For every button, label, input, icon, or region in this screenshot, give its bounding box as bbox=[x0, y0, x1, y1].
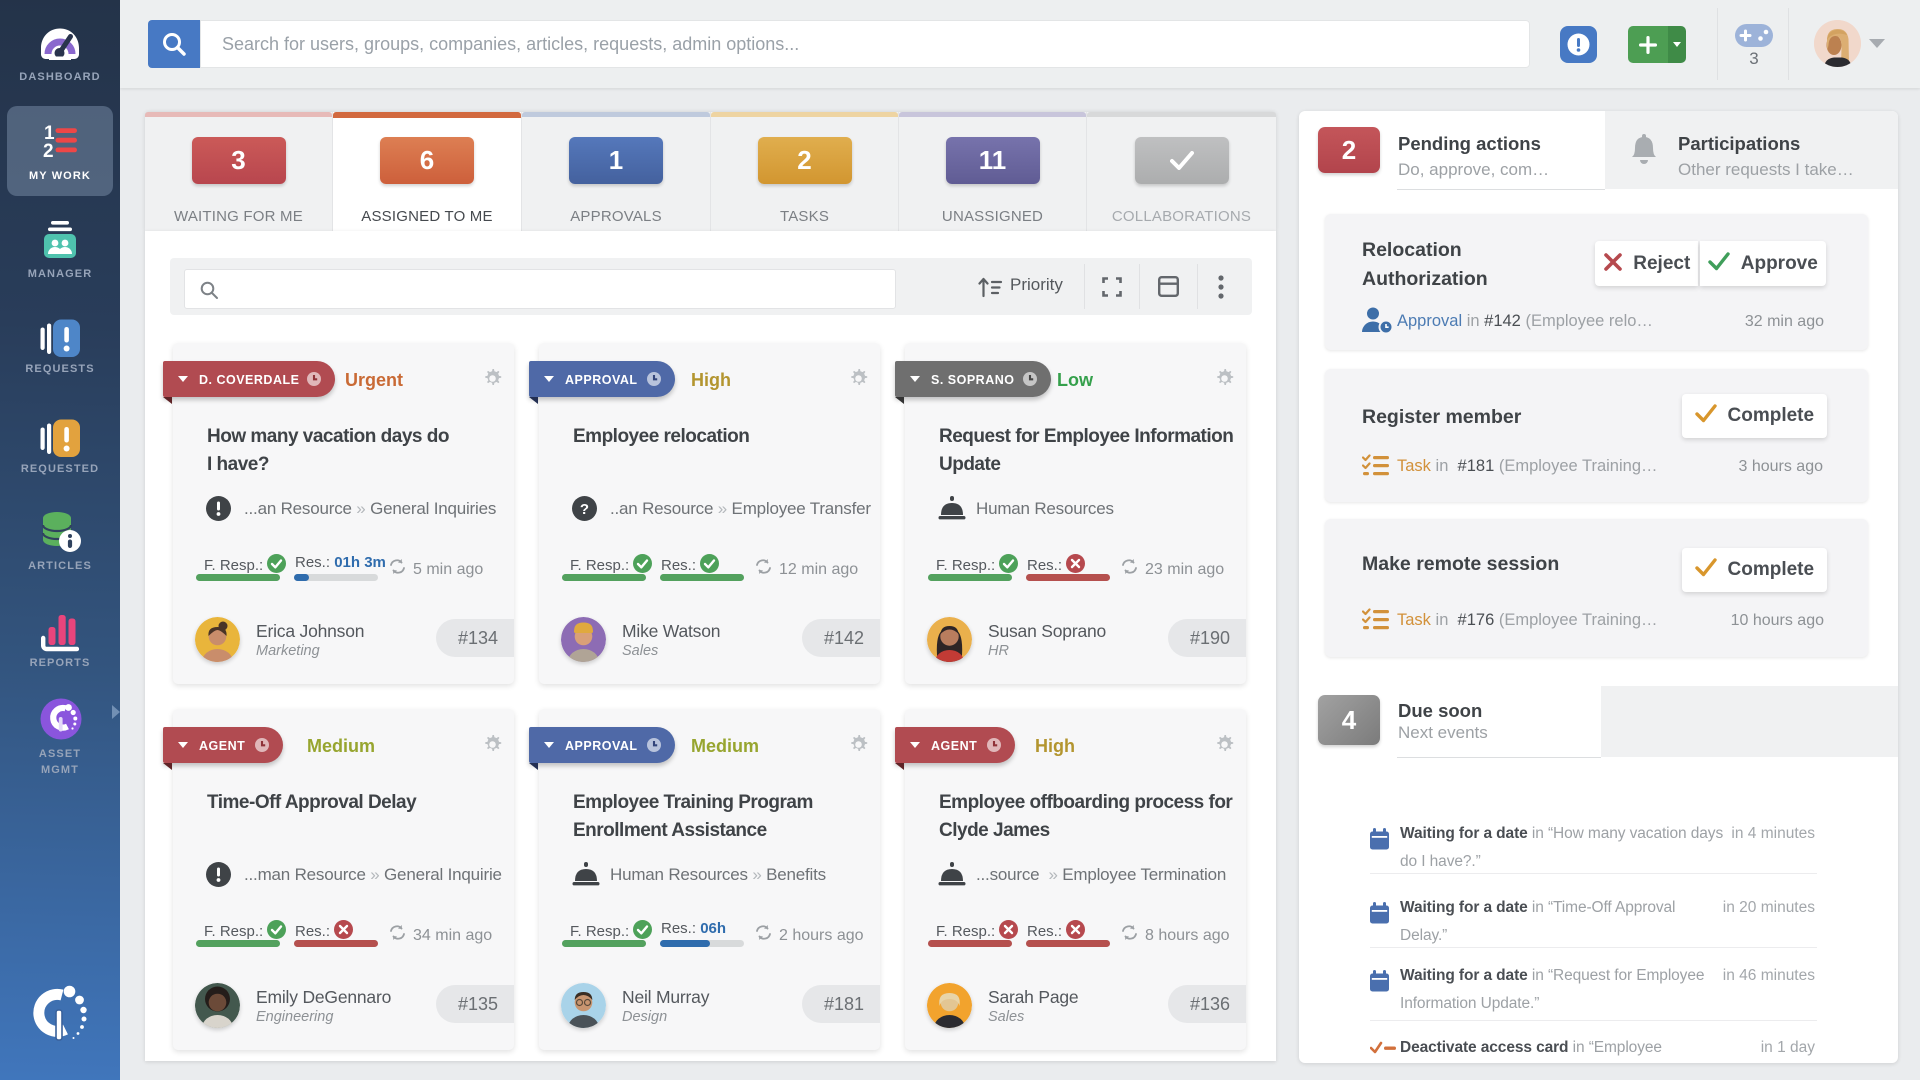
svg-text:2: 2 bbox=[43, 141, 54, 158]
svg-text:?: ? bbox=[580, 501, 589, 518]
svg-text:1: 1 bbox=[44, 124, 55, 144]
